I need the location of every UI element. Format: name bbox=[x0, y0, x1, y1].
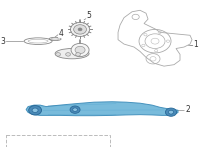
Text: 2: 2 bbox=[185, 105, 190, 115]
Circle shape bbox=[70, 22, 90, 36]
Circle shape bbox=[29, 106, 41, 115]
Circle shape bbox=[75, 46, 85, 54]
Text: 3: 3 bbox=[1, 37, 6, 46]
Ellipse shape bbox=[55, 49, 89, 59]
Text: 4: 4 bbox=[59, 29, 64, 38]
Circle shape bbox=[71, 43, 89, 57]
Circle shape bbox=[32, 108, 38, 112]
Polygon shape bbox=[26, 102, 178, 116]
Circle shape bbox=[70, 106, 80, 113]
Circle shape bbox=[168, 110, 174, 114]
Circle shape bbox=[76, 53, 80, 56]
Circle shape bbox=[78, 28, 82, 31]
Circle shape bbox=[73, 108, 77, 111]
Circle shape bbox=[56, 53, 60, 56]
Circle shape bbox=[74, 25, 86, 34]
Bar bbox=[6, 135, 110, 147]
Text: 5: 5 bbox=[87, 11, 91, 20]
Circle shape bbox=[66, 53, 70, 56]
Circle shape bbox=[165, 108, 177, 116]
Text: 1: 1 bbox=[194, 40, 198, 49]
